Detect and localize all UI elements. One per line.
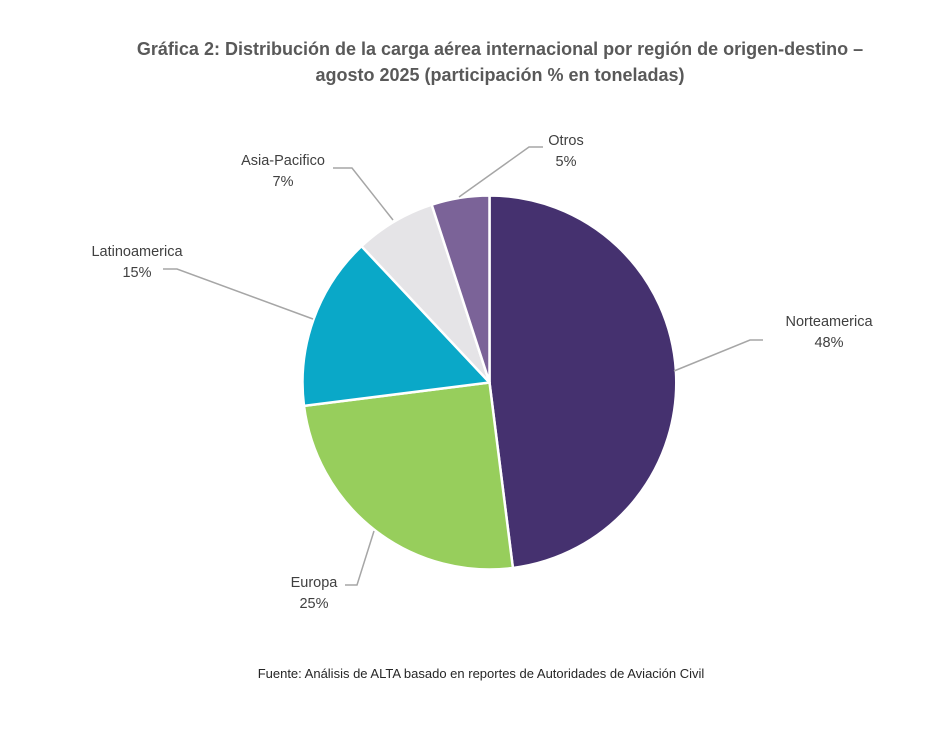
leader-line-otros	[458, 146, 543, 198]
slice-label-asia-pacifico: Asia-Pacifico 7%	[241, 151, 325, 193]
leader-line-latinoamerica	[163, 268, 314, 320]
leader-line-asia-pacifico	[333, 167, 394, 221]
pie-slice-otros	[430, 194, 491, 384]
slice-label-value: 5%	[555, 154, 577, 170]
pie-slice-latinoamerica	[301, 244, 491, 408]
slice-label-value: 25%	[299, 596, 329, 612]
chart-title: Gráfica 2: Distribución de la carga aére…	[125, 36, 875, 88]
source-note: Fuente: Análisis de ALTA basado en repor…	[257, 666, 705, 681]
pie-slice-europa	[302, 381, 515, 571]
slice-label-text: Otros	[548, 133, 584, 149]
slice-label-value: 15%	[122, 265, 152, 281]
slice-label-europa: Europa 25%	[291, 573, 338, 615]
slice-label-text: Asia-Pacifico	[241, 153, 325, 169]
leader-lines	[163, 146, 763, 586]
slice-label-value: 7%	[272, 174, 294, 190]
leader-line-norteamerica	[673, 339, 763, 372]
slice-label-text: Norteamerica	[785, 314, 873, 330]
slice-label-otros: Otros 5%	[548, 131, 583, 173]
pie-slice-norteamerica	[488, 194, 678, 570]
pie-slices	[301, 194, 678, 571]
chart-title-line1: Gráfica 2: Distribución de la carga aére…	[136, 39, 864, 59]
slice-label-text: Europa	[290, 575, 338, 591]
slice-label-norteamerica: Norteamerica 48%	[785, 312, 872, 354]
slice-label-value: 48%	[814, 335, 844, 351]
chart-title-line2: agosto 2025 (participación % en tonelada…	[315, 65, 685, 85]
slice-label-latinoamerica: Latinoamerica 15%	[91, 242, 182, 284]
leader-line-europa	[345, 530, 375, 586]
slice-label-text: Latinoamerica	[91, 244, 183, 260]
